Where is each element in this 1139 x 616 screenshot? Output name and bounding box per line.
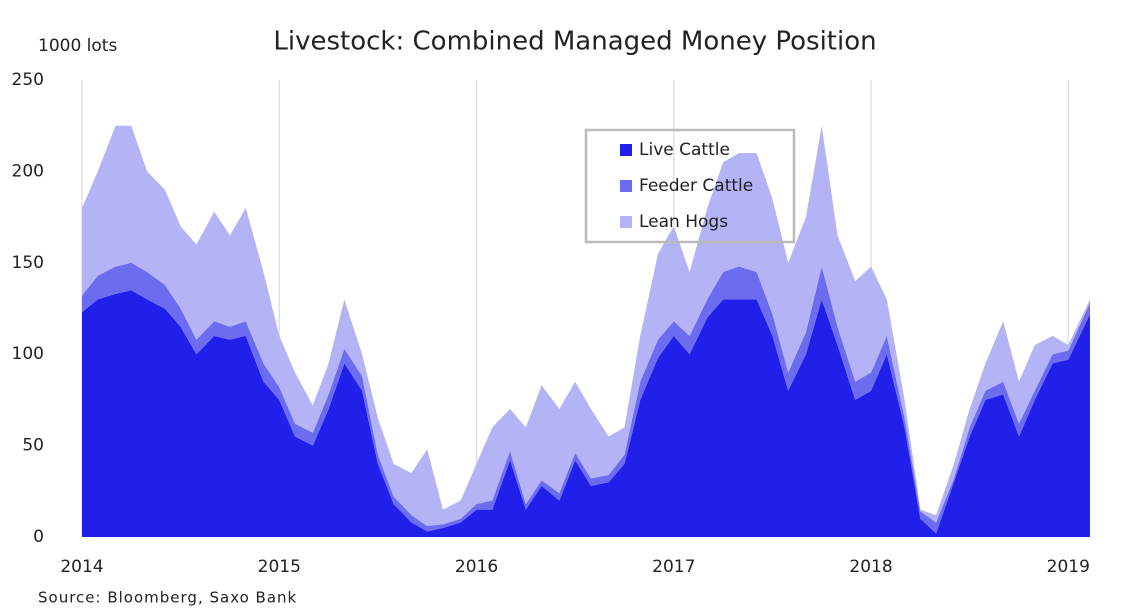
x-tick-label: 2019 <box>1047 557 1090 577</box>
y-tick-label: 0 <box>33 527 44 547</box>
y-tick-label: 200 <box>12 161 44 181</box>
x-tick-label: 2016 <box>455 557 498 577</box>
x-tick-label: 2017 <box>652 557 695 577</box>
chart-title: Livestock: Combined Managed Money Positi… <box>273 27 876 57</box>
x-tick-label: 2018 <box>849 557 892 577</box>
legend-swatch <box>620 180 632 192</box>
legend-label: Feeder Cattle <box>639 176 753 196</box>
legend-swatch <box>620 144 632 156</box>
legend-swatch <box>620 216 632 228</box>
area <box>82 262 1090 534</box>
y-axis-label: 1000 lots <box>38 36 117 56</box>
y-tick-label: 250 <box>12 70 44 90</box>
area <box>82 125 1090 527</box>
x-tick-label: 2014 <box>60 557 103 577</box>
area <box>82 290 1090 537</box>
y-tick-label: 150 <box>12 253 44 273</box>
y-tick-label: 100 <box>12 344 44 364</box>
y-tick-label: 50 <box>22 436 44 456</box>
x-tick-label: 2015 <box>258 557 301 577</box>
legend-box <box>584 128 796 244</box>
source: Source: Bloomberg, Saxo Bank <box>38 589 297 607</box>
legend-label: Lean Hogs <box>639 212 728 232</box>
legend-label: Live Cattle <box>639 140 730 160</box>
